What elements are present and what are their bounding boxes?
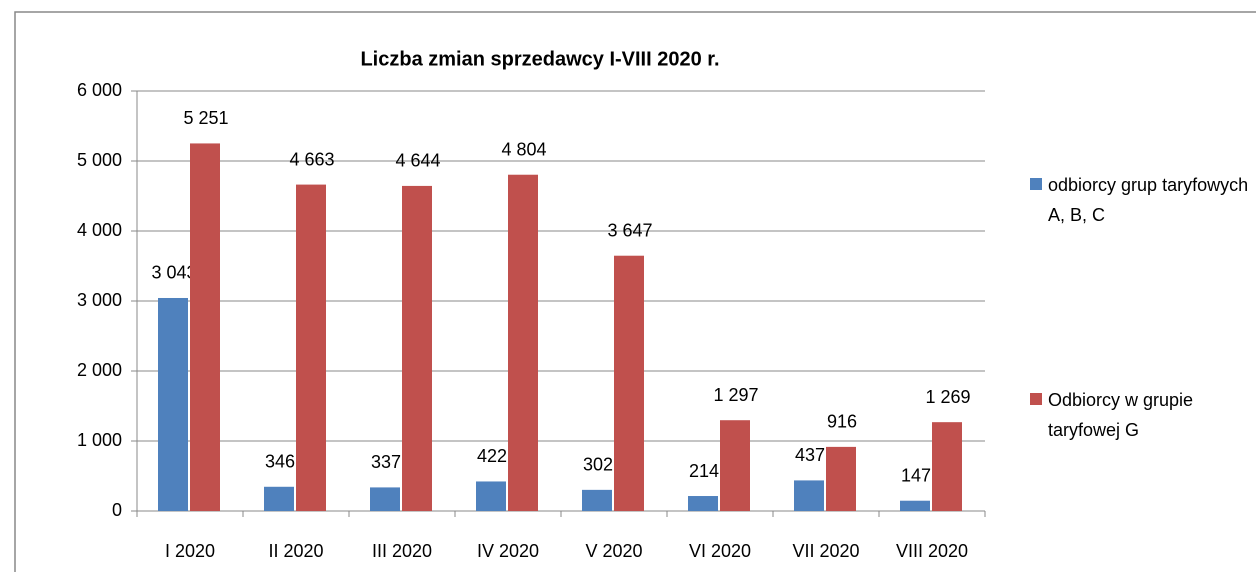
value-label: 1 297 — [713, 385, 758, 405]
y-tick-label: 3 000 — [77, 290, 122, 310]
bar — [402, 185, 432, 512]
x-tick-label: IV 2020 — [477, 541, 539, 561]
value-label: 3 647 — [607, 220, 652, 240]
value-label: 4 804 — [501, 139, 546, 159]
bar — [264, 486, 294, 511]
value-label: 302 — [583, 455, 613, 475]
x-tick-label: VI 2020 — [689, 541, 751, 561]
value-label: 346 — [265, 452, 295, 472]
y-tick-label: 5 000 — [77, 150, 122, 170]
x-tick-label: III 2020 — [372, 541, 432, 561]
value-label: 1 269 — [925, 387, 970, 407]
bar — [190, 143, 220, 511]
chart-title: Liczba zmian sprzedawcy I-VIII 2020 r. — [360, 48, 719, 70]
bar — [296, 184, 326, 511]
y-tick-label: 0 — [112, 500, 122, 520]
bar — [158, 297, 188, 511]
x-tick-label: II 2020 — [268, 541, 323, 561]
bar — [508, 174, 538, 511]
value-label: 147 — [901, 465, 931, 485]
value-label: 337 — [371, 452, 401, 472]
y-tick-label: 4 000 — [77, 220, 122, 240]
y-tick-label: 2 000 — [77, 360, 122, 380]
legend-label: Odbiorcy w grupie taryfowej G — [1048, 390, 1194, 440]
legend-item: Odbiorcy w grupie taryfowej G — [1030, 385, 1250, 445]
value-label: 422 — [477, 446, 507, 466]
bar — [614, 255, 644, 511]
bar — [582, 489, 612, 511]
bar — [794, 480, 824, 511]
bar — [826, 446, 856, 511]
value-label: 437 — [795, 445, 825, 465]
bar — [476, 481, 506, 511]
legend-label: odbiorcy grup taryfowych A, B, C — [1048, 175, 1249, 225]
y-tick-label: 6 000 — [77, 80, 122, 100]
x-tick-label: V 2020 — [585, 541, 642, 561]
bar — [370, 487, 400, 511]
legend-swatch — [1030, 178, 1042, 190]
value-label: 4 644 — [395, 151, 440, 171]
legend-item: odbiorcy grup taryfowych A, B, C — [1030, 170, 1250, 230]
legend-swatch — [1030, 393, 1042, 405]
value-label: 214 — [689, 461, 719, 481]
x-tick-label: VIII 2020 — [896, 541, 968, 561]
y-tick-label: 1 000 — [77, 430, 122, 450]
bar — [720, 420, 750, 511]
chart-frame — [14, 11, 1256, 572]
value-label: 916 — [827, 412, 857, 432]
bar — [900, 500, 930, 511]
x-tick-label: VII 2020 — [792, 541, 859, 561]
bar — [932, 422, 962, 511]
value-label: 4 663 — [289, 149, 334, 169]
value-label: 5 251 — [183, 108, 228, 128]
bar — [688, 496, 718, 511]
x-tick-label: I 2020 — [165, 541, 215, 561]
value-label: 3 043 — [151, 263, 196, 283]
